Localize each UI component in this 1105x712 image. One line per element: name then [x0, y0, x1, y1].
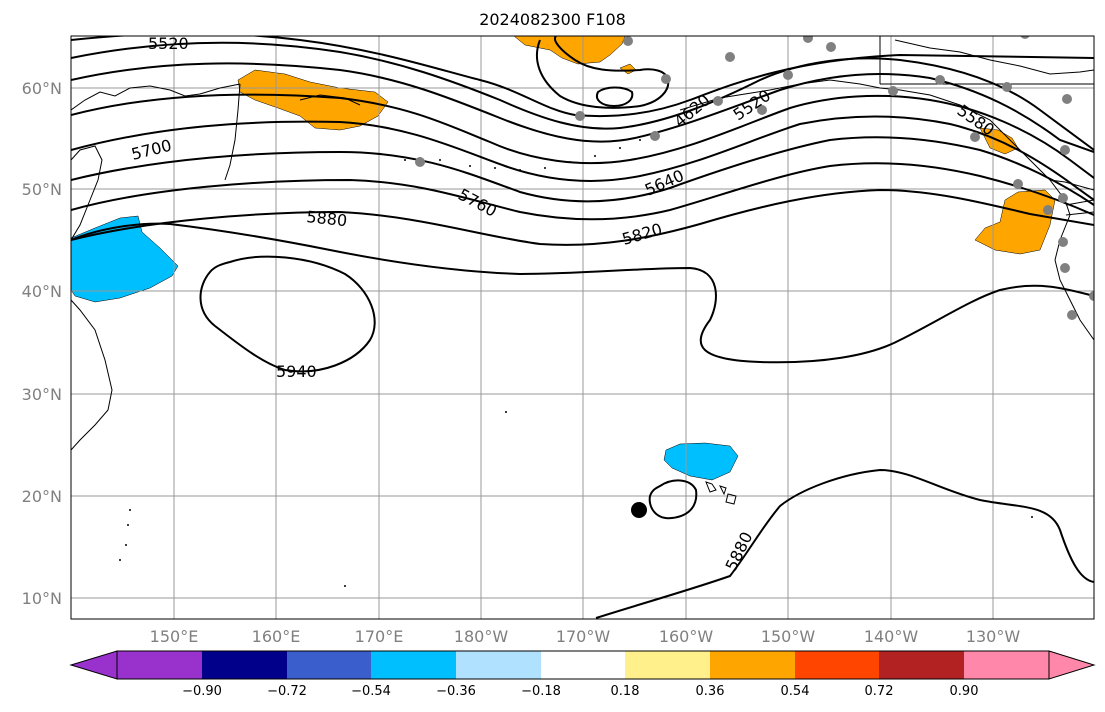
- positive-anomaly-region: [974, 189, 1056, 255]
- station-markers: [415, 36, 1094, 320]
- negative-anomaly-region: [71, 215, 179, 303]
- contour-label: 5520: [148, 34, 189, 53]
- lon-label: 150°W: [761, 627, 816, 646]
- colorbar-tick-label: −0.18: [521, 684, 561, 699]
- graticule: [71, 36, 1094, 619]
- map-frame: [70, 35, 1095, 620]
- colorbar-segment: [879, 651, 964, 679]
- colorbar-extend-max: [1048, 650, 1096, 680]
- colorbar-segment: [117, 651, 202, 679]
- latitude-labels: 60°N 50°N 40°N 30°N 20°N 10°N: [22, 79, 62, 608]
- storm-center-marker: [631, 502, 647, 518]
- lat-label: 20°N: [22, 487, 62, 506]
- lon-label: 180°W: [454, 627, 509, 646]
- colorbar-tick-label: 0.72: [865, 684, 894, 699]
- colorbar-tick-label: −0.72: [267, 684, 307, 699]
- colorbar-tick-label: 0.18: [611, 684, 640, 699]
- colorbar: −0.90 −0.72 −0.54 −0.36 −0.18 0.18 0.36 …: [69, 650, 1096, 699]
- negative-anomaly-region: [663, 442, 739, 481]
- lon-label: 160°E: [252, 627, 301, 646]
- lon-label: 130°W: [966, 627, 1021, 646]
- colorbar-tick-label: 0.90: [950, 684, 979, 699]
- colorbar-segment: [202, 651, 287, 679]
- colorbar-segment: [371, 651, 456, 679]
- colorbar-tick-label: −0.36: [436, 684, 476, 699]
- lon-label: 170°E: [355, 627, 404, 646]
- colorbar-extend-min: [69, 650, 118, 680]
- colorbar-tick-label: −0.54: [351, 684, 391, 699]
- colorbar-segment: [795, 651, 880, 679]
- lon-label: 160°W: [659, 627, 714, 646]
- colorbar-segment: [456, 651, 541, 679]
- lat-label: 10°N: [22, 589, 62, 608]
- hawaii-islands: [705, 481, 737, 505]
- colorbar-segment: [625, 651, 710, 679]
- contour-label: 5880: [306, 207, 348, 230]
- lon-label: 150°E: [150, 627, 199, 646]
- lat-label: 50°N: [22, 180, 62, 199]
- colorbar-tick-label: −0.90: [182, 684, 222, 699]
- longitude-labels: 150°E 160°E 170°E 180°W 170°W 160°W 150°…: [150, 627, 1021, 646]
- colorbar-segment: [964, 651, 1049, 679]
- colorbar-segment: [541, 651, 626, 679]
- lat-label: 30°N: [22, 385, 62, 404]
- colorbar-frame: [116, 650, 1050, 680]
- colorbar-segment: [287, 651, 372, 679]
- lon-label: 170°W: [556, 627, 611, 646]
- colorbar-segment: [710, 651, 795, 679]
- map-title: 2024082300 F108: [479, 10, 626, 29]
- colorbar-tick-label: 0.36: [696, 684, 725, 699]
- lat-label: 40°N: [22, 282, 62, 301]
- lat-label: 60°N: [22, 79, 62, 98]
- height-contours: [71, 36, 1094, 619]
- contour-label: 5940: [276, 362, 317, 381]
- lon-label: 140°W: [864, 627, 919, 646]
- colorbar-tick-label: 0.54: [781, 684, 810, 699]
